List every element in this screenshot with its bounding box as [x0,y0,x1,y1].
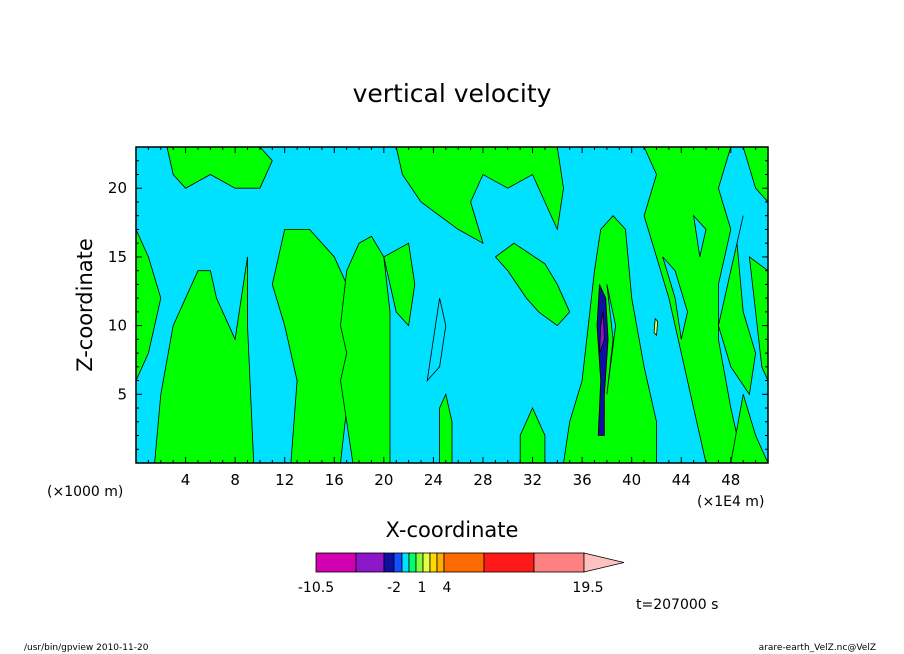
y-axis-title: Z-coordinate [73,238,97,372]
chart-title: vertical velocity [353,79,552,108]
colorbar-segment [383,552,395,573]
x-tick-label: 4 [181,471,191,489]
contour-region-17 [662,256,688,340]
colorbar-segment [422,552,431,573]
colorbar-segment [315,552,357,573]
x-ticks: 4 8 12 16 20 24 28 32 36 40 44 48 [135,147,769,489]
colorbar-label: 4 [443,580,452,596]
colorbar-segment [436,552,445,573]
y-ticks: 5 10 15 20 [108,146,768,464]
contour-region-13 [748,256,768,381]
x-tick-label: 40 [622,471,641,489]
colorbar-label: 19.5 [572,580,603,596]
time-label: t=207000 s [636,597,718,613]
footer-right: arare-earth_VelZ.nc@VelZ [759,643,876,653]
x-tick-label: 48 [721,471,740,489]
contour-region-21 [599,311,605,354]
contour-region-1 [136,229,162,381]
colorbar-segment [443,552,485,573]
contour-region-9 [519,407,546,463]
footer-left: /usr/bin/gpview 2010-11-20 [24,643,149,653]
colorbar-label: 1 [418,580,427,596]
colorbar-segment [483,552,535,573]
x-tick-label: 24 [424,471,443,489]
colorbar-segment [429,552,438,573]
contour-region-11 [643,147,744,463]
colorbar-segment [401,552,410,573]
x-tick-label: 44 [672,471,691,489]
x-axis-title: X-coordinate [386,518,519,542]
contour-region-6 [383,242,416,327]
x-tick-label: 16 [325,471,344,489]
x-tick-label: 12 [275,471,294,489]
colorbar-segment [393,552,403,573]
contour-region-18 [693,214,707,257]
x-tick-label: 36 [573,471,592,489]
y-tick-label: 15 [108,248,127,266]
colorbar-segment [355,552,385,573]
contour-region-16 [426,298,447,382]
colorbar-labels: -10.5 -2 1 4 19.5 [298,580,604,596]
contour-region-4 [340,235,391,463]
colorbar-segment [415,552,424,573]
colorbar-segment [408,552,417,573]
colorbar-arrow [583,552,625,573]
contour-region-15 [730,394,768,463]
colorbar [315,552,625,573]
colorbar-label: -10.5 [298,580,334,596]
contour-regions [136,147,768,463]
x-tick-label: 28 [473,471,492,489]
x-unit-right: (×1E4 m) [697,494,764,510]
contour-region-10 [563,215,657,463]
contour-region-20 [596,284,609,436]
contour-region-22 [653,317,659,337]
x-tick-label: 20 [374,471,393,489]
contour-region-0 [136,147,273,189]
colorbar-label: -2 [387,580,401,596]
colorbar-segment [533,552,585,573]
x-tick-label: 8 [230,471,240,489]
contour-region-7 [439,393,453,463]
contour-region-12 [717,215,757,396]
y-tick-label: 10 [108,317,127,335]
contour-region-14 [742,147,768,203]
x-tick-label: 32 [523,471,542,489]
contour-region-5 [395,147,564,245]
x-unit-left: (×1000 m) [47,484,123,500]
y-tick-label: 20 [108,179,127,197]
contour-region-8 [494,242,571,327]
plot-frame [135,146,769,464]
contour-region-19 [606,284,617,395]
y-tick-label: 5 [117,385,127,403]
contour-region-2 [154,256,255,463]
